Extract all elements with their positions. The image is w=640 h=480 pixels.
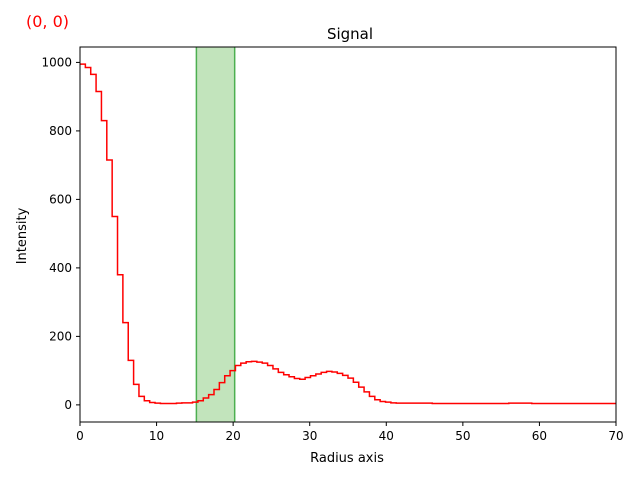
signal-series-line (80, 63, 616, 405)
corner-coordinate-label: (0, 0) (26, 12, 70, 31)
y-tick-label: 0 (64, 398, 72, 412)
x-tick-label: 50 (455, 429, 470, 443)
y-tick-label: 600 (49, 192, 72, 206)
x-axis-label: Radius axis (310, 451, 384, 466)
plot-frame (79, 46, 617, 423)
x-tick-label: 20 (226, 429, 241, 443)
y-tick-label: 1000 (41, 55, 72, 69)
y-tick-label: 400 (49, 261, 72, 275)
y-axis-label: Intensity (15, 207, 30, 264)
x-tick-label: 10 (149, 429, 164, 443)
y-tick-label: 200 (49, 329, 72, 343)
highlight-band (196, 47, 235, 422)
y-tick-label: 800 (49, 124, 72, 138)
x-tick-label: 40 (379, 429, 394, 443)
x-tick-label: 70 (608, 429, 623, 443)
x-tick-label: 60 (532, 429, 547, 443)
chart-title: Signal (327, 25, 373, 43)
x-tick-label: 0 (76, 429, 84, 443)
x-tick-label: 30 (302, 429, 317, 443)
